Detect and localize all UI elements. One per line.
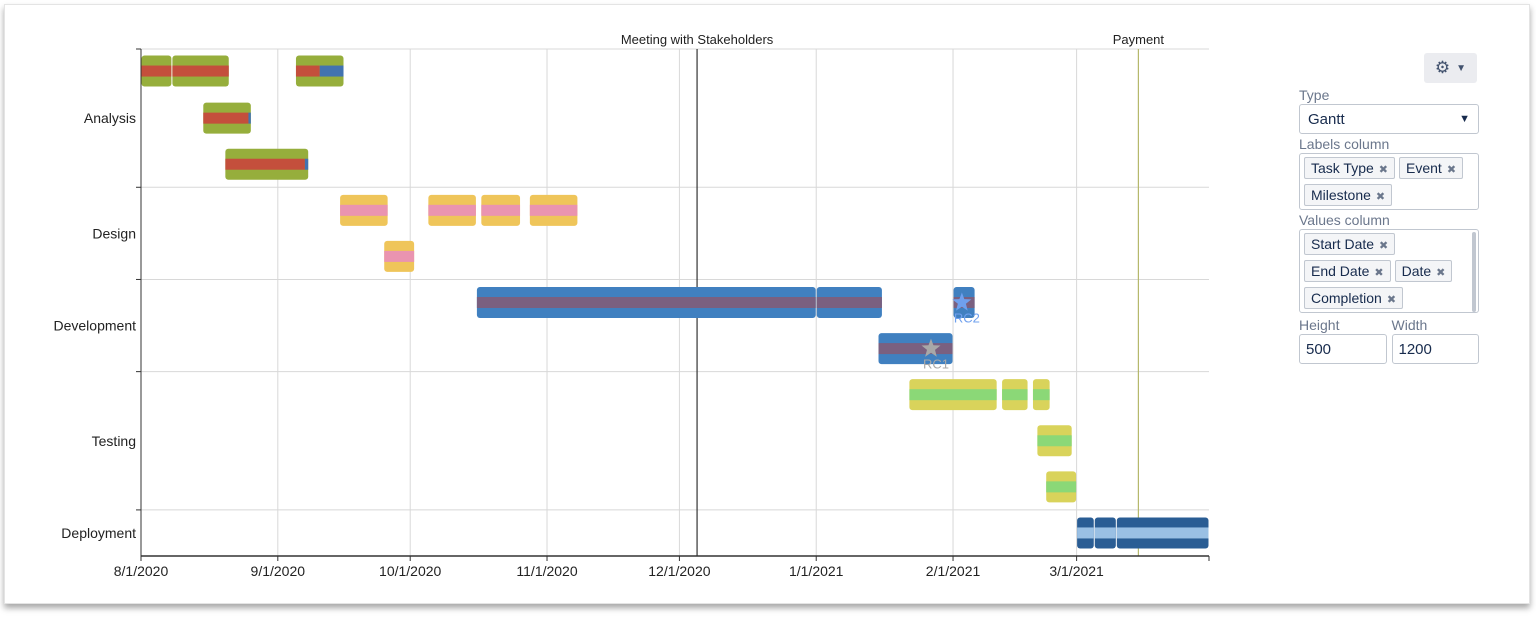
tag-label: Milestone [1311,187,1371,203]
tag-label: Date [1401,263,1432,279]
task-remaining [248,112,251,124]
task-completion [529,204,578,216]
y-category-label: Analysis [84,110,136,126]
event-label: Meeting with Stakeholders [621,32,774,47]
remove-tag-icon[interactable]: ✖ [1436,267,1446,279]
gear-icon: ⚙ [1434,58,1451,77]
task-completion [878,343,953,355]
task-completion [481,204,521,216]
type-select[interactable]: Gantt ▼ [1299,104,1479,134]
task-completion [476,297,816,308]
width-input[interactable]: 1200 [1391,334,1479,364]
tag-label: End Date [1311,263,1370,279]
x-tick-label: 2/1/2021 [926,563,981,579]
x-tick-label: 3/1/2021 [1049,563,1104,579]
y-category-label: Testing [92,433,136,449]
task-completion [1094,527,1116,539]
values-column-input[interactable]: Start Date ✖ End Date ✖ Date ✖ Completion ✖ [1299,229,1479,313]
milestone-star-icon [921,338,941,357]
task-completion [1002,389,1028,401]
height-label: Height [1299,317,1340,333]
task-completion [428,204,476,216]
x-tick-label: 12/1/2020 [648,563,710,579]
tag: Completion ✖ [1304,287,1404,309]
milestone-star-icon [952,292,972,311]
task-remaining [319,65,344,77]
tag: Date ✖ [1394,260,1453,282]
task-completion [141,65,172,77]
task-completion [225,158,305,170]
remove-tag-icon[interactable]: ✖ [1378,164,1388,176]
task-completion [1116,527,1209,539]
x-tick-label: 10/1/2020 [379,563,441,579]
remove-tag-icon[interactable]: ✖ [1374,267,1384,279]
tag: Start Date ✖ [1304,233,1396,255]
chevron-down-icon: ▼ [1459,113,1470,125]
remove-tag-icon[interactable]: ✖ [1386,294,1397,306]
remove-tag-icon[interactable]: ✖ [1375,191,1386,203]
tag: End Date ✖ [1304,260,1391,282]
y-category-label: Deployment [61,525,136,541]
gantt-chart: 8/1/2020 9/1/2020 10/1/2020 11/1/2020 12/1/2… [54,32,1210,579]
x-tick-label: 8/1/2020 [114,563,169,579]
task-completion [203,112,249,124]
task-completion [172,65,229,77]
type-value: Gantt [1308,110,1345,128]
task-completion [384,250,415,262]
values-column-label: Values column [1299,212,1390,228]
x-tick-label: 11/1/2020 [516,563,577,579]
remove-tag-icon[interactable]: ✖ [1379,240,1389,252]
x-tick-label: 9/1/2020 [251,563,306,579]
labels-column-label: Labels column [1299,136,1390,152]
y-category-label: Development [54,318,137,334]
width-label: Width [1391,317,1428,333]
scrollbar[interactable] [1472,232,1476,312]
y-category-label: Design [92,225,136,241]
x-tick-label: 1/1/2021 [789,563,844,579]
task-completion [909,389,997,401]
tag-label: Task Type [1311,160,1374,176]
settings-button[interactable]: ⚙ ▼ [1424,53,1477,83]
task-completion [340,204,388,216]
task-remaining [304,158,309,170]
tag: Event ✖ [1399,157,1464,179]
task-completion [1032,389,1050,401]
chevron-down-icon: ▼ [1456,62,1467,74]
task-completion [816,297,882,308]
task-completion [1037,435,1072,447]
height-input[interactable]: 500 [1299,334,1387,364]
milestone-label: RC1 [923,357,949,372]
event-label: Payment [1113,32,1165,47]
tag: Task Type ✖ [1304,157,1395,179]
tag: Milestone ✖ [1304,184,1393,206]
tag-label: Start Date [1311,236,1375,252]
type-label: Type [1299,87,1330,103]
tag-label: Event [1406,160,1442,176]
milestone-label: RC2 [954,311,980,326]
task-completion [1046,481,1077,493]
tag-label: Completion [1311,290,1382,306]
task-completion [1077,527,1094,539]
chart-card: 8/1/2020 9/1/2020 10/1/2020 11/1/2020 12/1/2… [4,4,1530,604]
chart-settings-panel: ⚙ ▼ Type Gantt ▼ Labels column Task Type ✖ E… [1299,53,1479,364]
task-completion [295,65,320,77]
labels-column-input[interactable]: Task Type ✖ Event ✖ Milestone ✖ [1299,153,1479,210]
remove-tag-icon[interactable]: ✖ [1446,164,1457,176]
